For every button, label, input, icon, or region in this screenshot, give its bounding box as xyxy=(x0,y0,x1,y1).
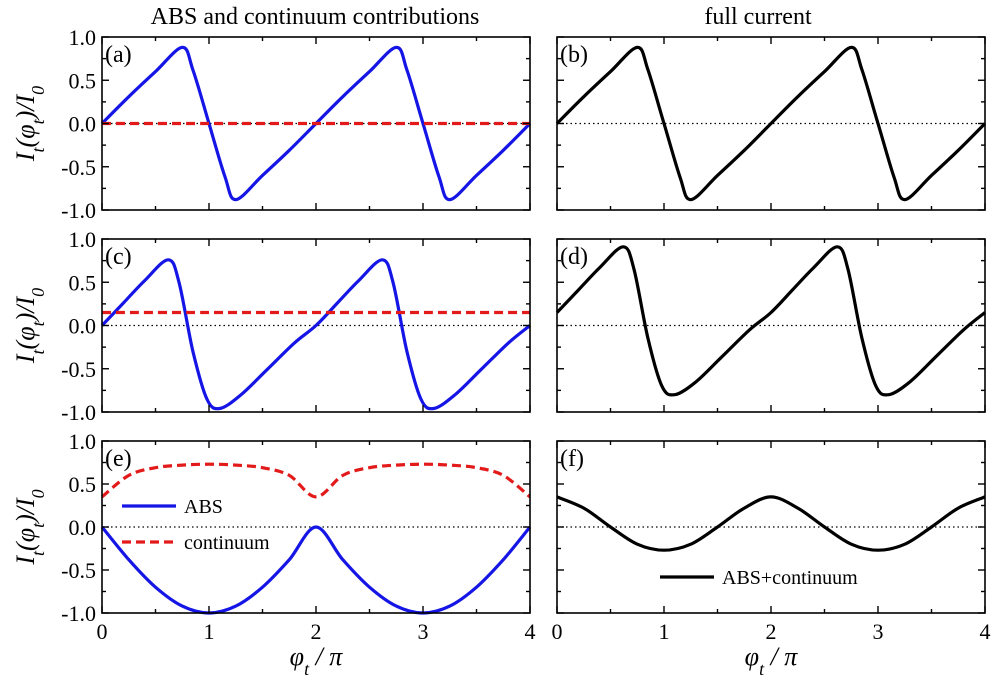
y-axis-label: It(φt)/I0 xyxy=(11,489,48,565)
y-tick-label: 0.5 xyxy=(69,68,97,93)
panels: 1.0 0.5 0.0 -0.5 -1.0 It(φt)/I0 (a) (b) 1.0 0.5 0.… xyxy=(11,25,991,679)
series-line-abs-continuum xyxy=(555,245,987,397)
x-axis-label: φt / π xyxy=(745,642,799,679)
panel-b: (b) xyxy=(555,36,987,211)
y-tick-label: 0.5 xyxy=(69,472,97,497)
series-line-continuum xyxy=(100,462,532,499)
series-line-abs-continuum xyxy=(556,495,986,552)
y-tick-label: 1.0 xyxy=(69,25,97,50)
y-tick-label: 1.0 xyxy=(69,429,97,454)
column-title-right: full current xyxy=(704,4,812,30)
panel-label: (e) xyxy=(105,446,132,472)
y-tick-label: 0.0 xyxy=(69,515,97,540)
y-axis-label: It(φt)/I0 xyxy=(11,86,48,162)
series-line-abs-continuum xyxy=(555,45,987,202)
y-axis-label: It(φt)/I0 xyxy=(11,288,48,364)
y-tick-label: -1.0 xyxy=(61,601,96,626)
y-tick-label: 0.0 xyxy=(69,314,97,339)
panel-e: 1.0 0.5 0.0 -0.5 -1.0 It(φt)/I0 0 1 2 3 4 φt / π (e) xyxy=(11,429,536,679)
series-line-abs xyxy=(100,258,532,411)
x-tick-label: 2 xyxy=(766,619,777,644)
x-tick-label: 0 xyxy=(97,619,108,644)
panel-f: 0 1 2 3 4 φt / π (f) xyxy=(552,440,991,679)
y-tick-label: -0.5 xyxy=(61,357,96,382)
panel-label: (f) xyxy=(560,446,584,472)
y-tick-label: -1.0 xyxy=(61,400,96,425)
x-tick-label: 3 xyxy=(418,619,429,644)
panel-d: (d) xyxy=(555,238,987,413)
y-tick-label: -1.0 xyxy=(61,198,96,223)
x-tick-label: 3 xyxy=(873,619,884,644)
panel-label: (b) xyxy=(560,42,588,68)
panel-c: 1.0 0.5 0.0 -0.5 -1.0 It(φt)/I0 (c) xyxy=(11,227,532,425)
x-axis-label: φt / π xyxy=(290,642,344,679)
y-tick-label: -0.5 xyxy=(61,155,96,180)
legend-left: ABS continuum xyxy=(122,496,270,554)
panel-a: 1.0 0.5 0.0 -0.5 -1.0 It(φt)/I0 (a) xyxy=(11,25,532,223)
x-tick-label: 0 xyxy=(552,619,563,644)
x-tick-label: 4 xyxy=(525,619,536,644)
legend-label-full: ABS+continuum xyxy=(722,567,858,589)
y-tick-label: 0.0 xyxy=(69,112,97,137)
legend-label-abs: ABS xyxy=(184,496,223,518)
y-tick-label: -0.5 xyxy=(61,558,96,583)
x-tick-label: 1 xyxy=(659,619,670,644)
series-line-abs xyxy=(100,525,532,615)
legend-label-continuum: continuum xyxy=(184,532,270,554)
x-tick-label: 4 xyxy=(980,619,991,644)
legend-right: ABS+continuum xyxy=(660,567,858,589)
x-tick-label: 1 xyxy=(204,619,215,644)
y-tick-label: 1.0 xyxy=(69,227,97,252)
y-tick-label: 0.5 xyxy=(69,270,97,295)
x-tick-label: 2 xyxy=(311,619,322,644)
panel-label: (c) xyxy=(105,244,132,270)
column-title-left: ABS and continuum contributions xyxy=(151,4,480,30)
panel-label: (d) xyxy=(560,244,588,270)
panel-label: (a) xyxy=(105,42,132,68)
